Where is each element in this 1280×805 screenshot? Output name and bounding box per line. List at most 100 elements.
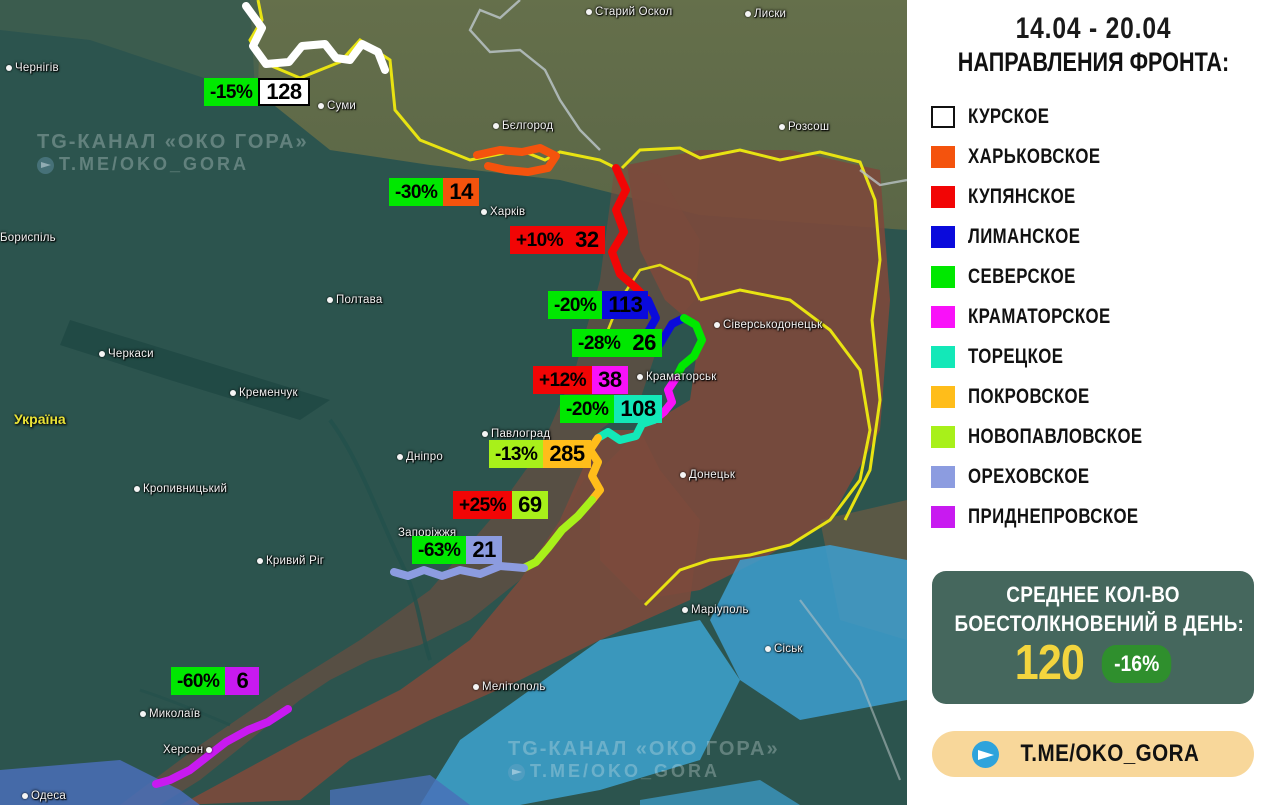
legend-item[interactable]: ПРИДНЕПРОВСКОЕ [931, 497, 1280, 537]
legend-item[interactable]: ТОРЕЦКОЕ [931, 337, 1280, 377]
city-name: Кременчук [239, 387, 298, 399]
city-label: Полтава [327, 294, 382, 306]
chip-percent-change: -15% [204, 78, 259, 106]
watermark-bottom-line2: T.ME/OKO_GORA [530, 761, 721, 781]
watermark-top: TG-КАНАЛ «ОКО ГОРА» T.ME/OKO_GORA [37, 131, 309, 175]
legend-color-swatch [931, 186, 955, 208]
map-data-chip: -20% 108 [560, 395, 662, 423]
legend-item[interactable]: ЛИМАНСКОЕ [931, 217, 1280, 257]
city-label: Кременчук [230, 387, 298, 399]
chip-clash-count: 6 [225, 667, 260, 695]
city-marker-dot [682, 607, 688, 613]
legend-item[interactable]: КУРСКОЕ [931, 97, 1280, 137]
stat-line-1: СРЕДНЕЕ КОЛ-ВО [1006, 582, 1180, 607]
city-name: Полтава [336, 294, 383, 306]
city-marker-dot [473, 684, 479, 690]
legend-item[interactable]: ОРЕХОВСКОЕ [931, 457, 1280, 497]
city-name: Миколаїв [149, 708, 201, 720]
telegram-watermark-icon [37, 156, 54, 174]
legend-color-swatch [931, 146, 955, 168]
legend-item[interactable]: СЕВЕРСКОЕ [931, 257, 1280, 297]
frontline-novopavlovsk [520, 496, 596, 572]
city-marker-dot [397, 454, 403, 460]
legend-item-label: ТОРЕЦКОЕ [968, 345, 1064, 368]
map-data-chip: -63% 21 [412, 536, 502, 564]
city-marker-dot [482, 431, 488, 437]
map-data-chip: -28% 26 [572, 329, 662, 357]
stat-line-2: БОЕСТОЛКНОВЕНИЙ В ДЕНЬ: [954, 611, 1245, 636]
map-data-chip: +12% 38 [533, 366, 628, 394]
legend-item[interactable]: КУПЯНСКОЕ [931, 177, 1280, 217]
page-title: НАПРАВЛЕНИЯ ФРОНТА: [957, 47, 1230, 77]
city-label: Дніпро [397, 451, 443, 463]
frontline-toretsk [594, 416, 658, 444]
legend-item[interactable]: ПОКРОВСКОЕ [931, 377, 1280, 417]
watermark-line2: T.ME/OKO_GORA [59, 154, 250, 174]
city-marker-dot [22, 793, 28, 799]
legend-item-label: ОРЕХОВСКОЕ [968, 465, 1090, 488]
frontline-kharkiv [473, 144, 560, 176]
city-marker-dot [680, 472, 686, 478]
city-name: Розсош [788, 121, 830, 133]
map-panel[interactable]: Україна TG-КАНАЛ «ОКО ГОРА» T.ME/OKO_GOR… [0, 0, 907, 805]
city-label: Суми [318, 100, 356, 112]
city-marker-dot [140, 711, 146, 717]
stat-value-row: 120 -16% [932, 639, 1254, 688]
map-data-chip: -20% 113 [548, 291, 649, 319]
date-range-heading: 14.04 - 20.04 [1015, 12, 1172, 45]
legend-item-label: КРАМАТОРСКОЕ [968, 305, 1111, 328]
legend-color-swatch [931, 106, 955, 128]
watermark-bottom: TG-КАНАЛ «ОКО ГОРА» T.ME/OKO_GORA [508, 738, 780, 782]
city-name: Чернігів [15, 62, 59, 74]
city-name: Краматорськ [646, 371, 717, 383]
legend-item-label: ЛИМАНСКОЕ [968, 225, 1081, 248]
chip-percent-change: -28% [572, 329, 627, 357]
chip-clash-count: 69 [512, 491, 548, 519]
legend-item-label: ПРИДНЕПРОВСКОЕ [968, 505, 1139, 528]
legend-item-label: СЕВЕРСКОЕ [968, 265, 1076, 288]
legend-color-swatch [931, 266, 955, 288]
city-marker-dot [779, 124, 785, 130]
city-label: Старий Оскол [586, 6, 672, 18]
legend-item[interactable]: ХАРЬКОВСКОЕ [931, 137, 1280, 177]
chip-clash-count: 108 [614, 395, 662, 423]
city-label: Миколаїв [140, 708, 200, 720]
city-label: Бєлгород [493, 120, 553, 132]
stat-value: 120 [1014, 636, 1085, 690]
city-name: Лиски [754, 8, 787, 20]
watermark-bottom-line2-row: T.ME/OKO_GORA [508, 761, 780, 782]
city-label: Мелітополь [473, 681, 546, 693]
city-label: Павлоград [482, 428, 550, 440]
city-marker-dot [637, 374, 643, 380]
frontline-kupyansk [608, 164, 652, 304]
watermark-bottom-line1: TG-КАНАЛ «ОКО ГОРА» [508, 738, 780, 760]
city-marker-dot [6, 65, 12, 71]
city-name: Сіськ [774, 643, 803, 655]
city-marker-dot [481, 209, 487, 215]
city-name: Бєлгород [502, 120, 554, 132]
map-data-chip: -15% 128 [204, 78, 310, 106]
frontline-prydniprovske [152, 705, 292, 788]
city-label: Чернігів [6, 62, 59, 74]
legend-item-label: КУПЯНСКОЕ [968, 185, 1076, 208]
frontline-pokrovsk [586, 434, 604, 504]
telegram-link-button[interactable]: T.ME/OKO_GORA [932, 731, 1254, 777]
city-name: Кропивницький [143, 483, 228, 495]
sidebar-panel: 14.04 - 20.04 НАПРАВЛЕНИЯ ФРОНТА: КУРСКО… [907, 0, 1280, 805]
basemap-satellite-image [0, 0, 907, 805]
city-label: Краматорськ [637, 371, 716, 383]
city-name: Старий Оскол [595, 6, 673, 18]
legend-color-swatch [931, 306, 955, 328]
city-marker-dot [745, 11, 751, 17]
legend-item[interactable]: НОВОПАВЛОВСКОЕ [931, 417, 1280, 457]
city-label: Маріуполь [682, 604, 749, 616]
chip-percent-change: -13% [489, 440, 544, 468]
city-label: Бориспіль [0, 232, 56, 244]
legend-item-label: КУРСКОЕ [968, 105, 1050, 128]
city-label: Донецьк [680, 469, 735, 481]
chip-clash-count: 32 [569, 226, 605, 254]
city-marker-dot [586, 9, 592, 15]
chip-percent-change: +12% [533, 366, 593, 394]
legend-item[interactable]: КРАМАТОРСКОЕ [931, 297, 1280, 337]
